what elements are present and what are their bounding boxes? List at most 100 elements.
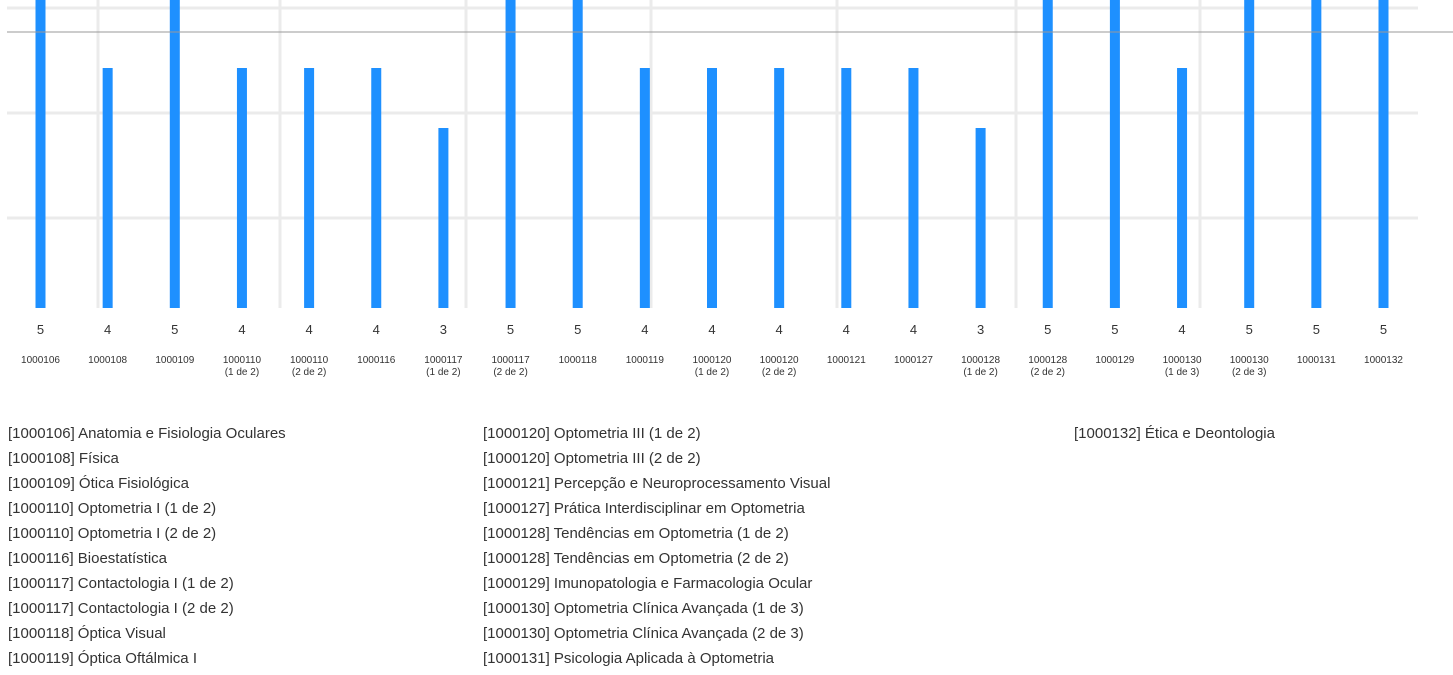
- legend-column-2: [1000120] Optometria III (1 de 2) [100012…: [483, 421, 830, 671]
- legend-item: [1000120] Optometria III (2 de 2): [483, 450, 701, 467]
- value-label: 5: [37, 322, 44, 337]
- bar: [639, 68, 650, 308]
- bar: [438, 128, 449, 308]
- value-label: 4: [641, 322, 648, 337]
- tick-label: 1000120: [760, 355, 799, 366]
- legend-item: [1000129] Imunopatologia e Farmacologia …: [483, 575, 813, 592]
- value-label: 4: [104, 322, 111, 337]
- bar: [1244, 0, 1255, 308]
- bar: [371, 68, 382, 308]
- tick-label: 1000116: [357, 355, 396, 366]
- tick-label-part: (1 de 3): [1165, 367, 1199, 378]
- tick-label: 1000128: [961, 355, 1000, 366]
- tick-label: 1000106: [21, 355, 60, 366]
- bar: [841, 68, 852, 308]
- tick-label: 1000119: [626, 355, 665, 366]
- legend-item: [1000117] Contactologia I (1 de 2): [8, 575, 234, 592]
- tick-label: 1000130: [1230, 355, 1269, 366]
- legend-item: [1000116] Bioestatística: [8, 550, 167, 567]
- bar: [707, 68, 717, 308]
- value-label: 5: [1111, 322, 1118, 337]
- bar: [505, 0, 516, 308]
- bar: [908, 68, 919, 308]
- bar: [304, 68, 315, 308]
- legend-item: [1000120] Optometria III (1 de 2): [483, 425, 701, 442]
- value-label: 4: [1178, 322, 1185, 337]
- tick-label: 1000110: [223, 355, 262, 366]
- tick-label: 1000131: [1297, 355, 1336, 366]
- bar: [1177, 68, 1188, 308]
- value-label: 4: [305, 322, 312, 337]
- value-label: 4: [708, 322, 715, 337]
- tick-label-part: (2 de 2): [292, 367, 326, 378]
- bar: [774, 68, 785, 308]
- tick-label-part: (2 de 2): [1031, 367, 1065, 378]
- value-label: 4: [373, 322, 380, 337]
- tick-label-part: (2 de 2): [762, 367, 796, 378]
- legend-item: [1000130] Optometria Clínica Avançada (1…: [483, 600, 804, 617]
- tick-label: 1000118: [559, 355, 598, 366]
- legend-item: [1000131] Psicologia Aplicada à Optometr…: [483, 650, 775, 667]
- value-label: 5: [1044, 322, 1051, 337]
- tick-label: 1000108: [88, 355, 127, 366]
- bar: [1109, 0, 1120, 308]
- legend-item: [1000128] Tendências em Optometria (2 de…: [483, 550, 789, 567]
- bar: [35, 0, 46, 308]
- value-label: 3: [440, 322, 447, 337]
- value-label: 5: [1380, 322, 1387, 337]
- tick-label-part: (1 de 2): [426, 367, 460, 378]
- bar: [236, 68, 247, 308]
- tick-label: 1000127: [894, 355, 933, 366]
- legend-item: [1000121] Percepção e Neuroprocessamento…: [483, 475, 831, 492]
- legend-item: [1000130] Optometria Clínica Avançada (2…: [483, 625, 804, 642]
- legend-item: [1000110] Optometria I (1 de 2): [8, 500, 217, 517]
- value-label: 5: [1246, 322, 1253, 337]
- bars: [35, 0, 1389, 308]
- bar: [1311, 0, 1322, 308]
- tick-label-part: (1 de 2): [225, 367, 259, 378]
- legend-item: [1000106] Anatomia e Fisiologia Oculares: [8, 425, 286, 442]
- tick-label-part: (2 de 3): [1232, 367, 1266, 378]
- value-label: 4: [776, 322, 783, 337]
- value-label: 4: [843, 322, 850, 337]
- legend-item: [1000127] Prática Interdisciplinar em Op…: [483, 500, 805, 517]
- tick-label: 1000132: [1364, 355, 1403, 366]
- value-label: 4: [238, 322, 245, 337]
- legend-item: [1000108] Física: [8, 450, 119, 467]
- tick-label-part: (1 de 2): [695, 367, 729, 378]
- bar: [1042, 0, 1053, 308]
- tick-label: 1000109: [155, 355, 194, 366]
- bar: [102, 68, 113, 308]
- value-labels: 5 4 5 4 4 4 3 5 5 4 4 4 4 4 3 5 5 4 5 5 5: [37, 322, 1387, 337]
- bar-chart: 5 4 5 4 4 4 3 5 5 4 4 4 4 4 3 5 5 4 5 5 5 1000106 1000108 1000…: [7, 0, 1453, 378]
- bar: [572, 0, 583, 308]
- value-label: 5: [1313, 322, 1320, 337]
- tick-label: 1000120: [693, 355, 732, 366]
- tick-label: 1000110: [290, 355, 329, 366]
- legend-column-1: [1000106] Anatomia e Fisiologia Oculares…: [8, 421, 286, 671]
- legend-item: [1000119] Óptica Oftálmica I: [8, 650, 197, 667]
- legend-item: [1000118] Óptica Visual: [8, 625, 166, 642]
- x-tick-labels: 1000106 1000108 1000109 1000110(1 de 2)1000…: [21, 355, 1403, 378]
- bar: [169, 0, 180, 308]
- value-label: 5: [171, 322, 178, 337]
- legend-item: [1000117] Contactologia I (2 de 2): [8, 600, 234, 617]
- legend-item: [1000128] Tendências em Optometria (1 de…: [483, 525, 789, 542]
- legend-item: [1000132] Ética e Deontologia: [1074, 425, 1275, 442]
- tick-label: 1000129: [1095, 355, 1134, 366]
- tick-label-part: (2 de 2): [493, 367, 527, 378]
- value-label: 4: [910, 322, 917, 337]
- value-label: 3: [977, 322, 984, 337]
- tick-label: 1000128: [1028, 355, 1067, 366]
- legend-item: [1000110] Optometria I (2 de 2): [8, 525, 217, 542]
- tick-label: 1000117: [491, 355, 530, 366]
- legend-item: [1000109] Ótica Fisiológica: [8, 475, 189, 492]
- tick-label: 1000130: [1163, 355, 1202, 366]
- bar: [1378, 0, 1389, 308]
- bar: [975, 128, 986, 308]
- tick-label: 1000117: [424, 355, 463, 366]
- value-label: 5: [574, 322, 581, 337]
- tick-label: 1000121: [827, 355, 866, 366]
- legend-column-3: [1000132] Ética e Deontologia: [1074, 421, 1275, 446]
- value-label: 5: [507, 322, 514, 337]
